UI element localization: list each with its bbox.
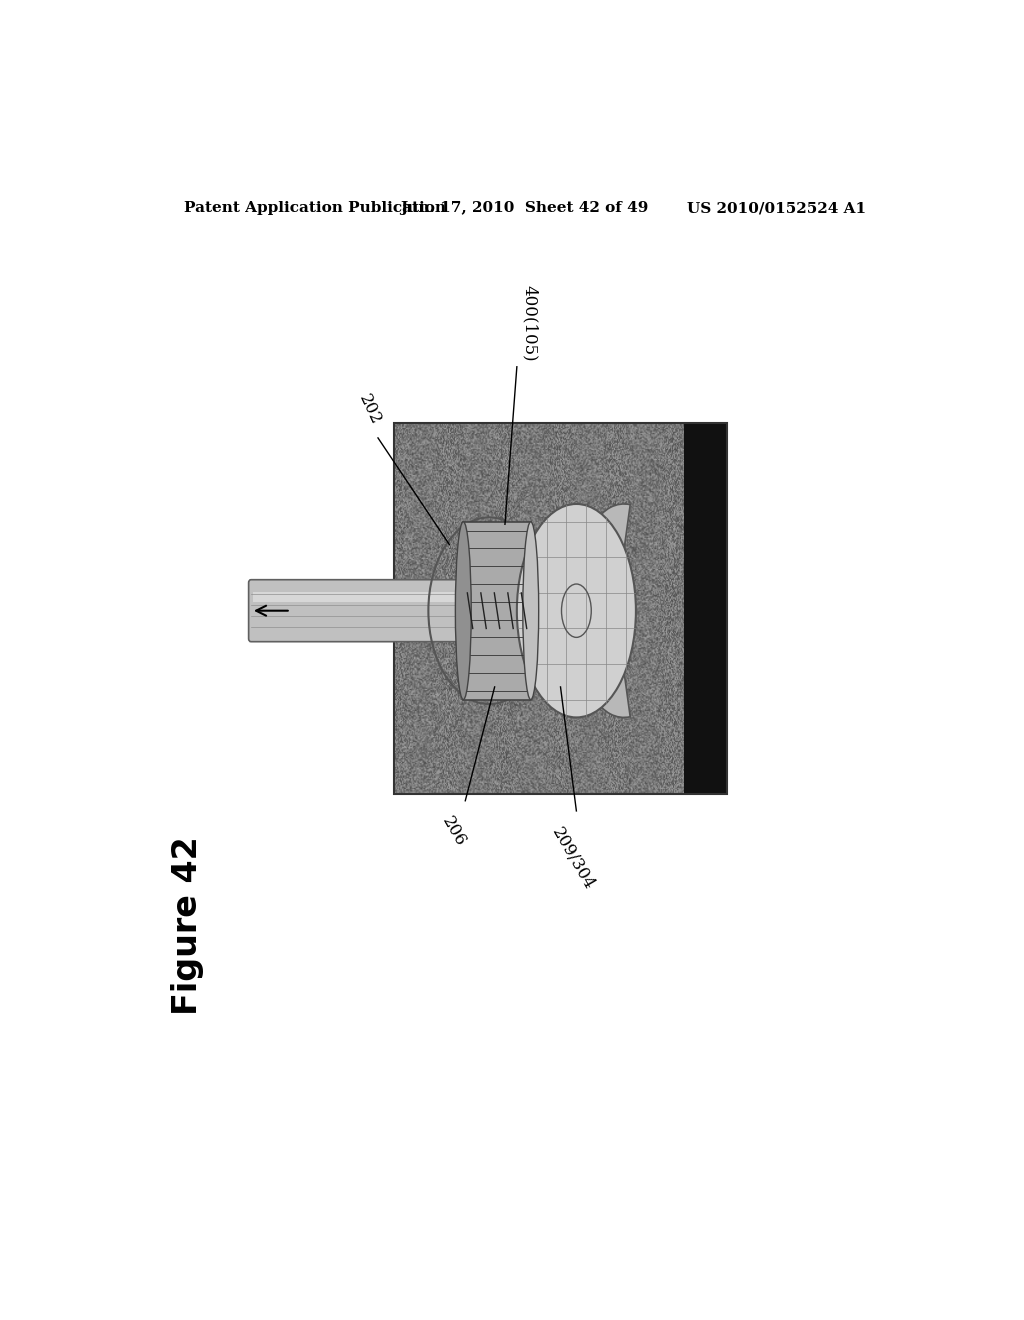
Text: Figure 42: Figure 42 [171, 837, 204, 1015]
Ellipse shape [456, 521, 471, 700]
Text: US 2010/0152524 A1: US 2010/0152524 A1 [687, 201, 866, 215]
Text: 202: 202 [355, 392, 384, 428]
Wedge shape [589, 649, 630, 717]
Text: 206: 206 [438, 814, 469, 850]
FancyBboxPatch shape [249, 579, 519, 642]
Text: 209/304: 209/304 [548, 824, 597, 892]
Ellipse shape [523, 521, 539, 700]
Ellipse shape [517, 504, 636, 718]
Bar [253, 593, 514, 602]
Bar [684, 422, 727, 793]
Bar [463, 521, 530, 700]
Text: 400(105): 400(105) [521, 285, 538, 362]
Bar [394, 422, 727, 793]
Text: Jun. 17, 2010  Sheet 42 of 49: Jun. 17, 2010 Sheet 42 of 49 [400, 201, 649, 215]
Wedge shape [589, 504, 630, 573]
Text: Patent Application Publication: Patent Application Publication [183, 201, 445, 215]
